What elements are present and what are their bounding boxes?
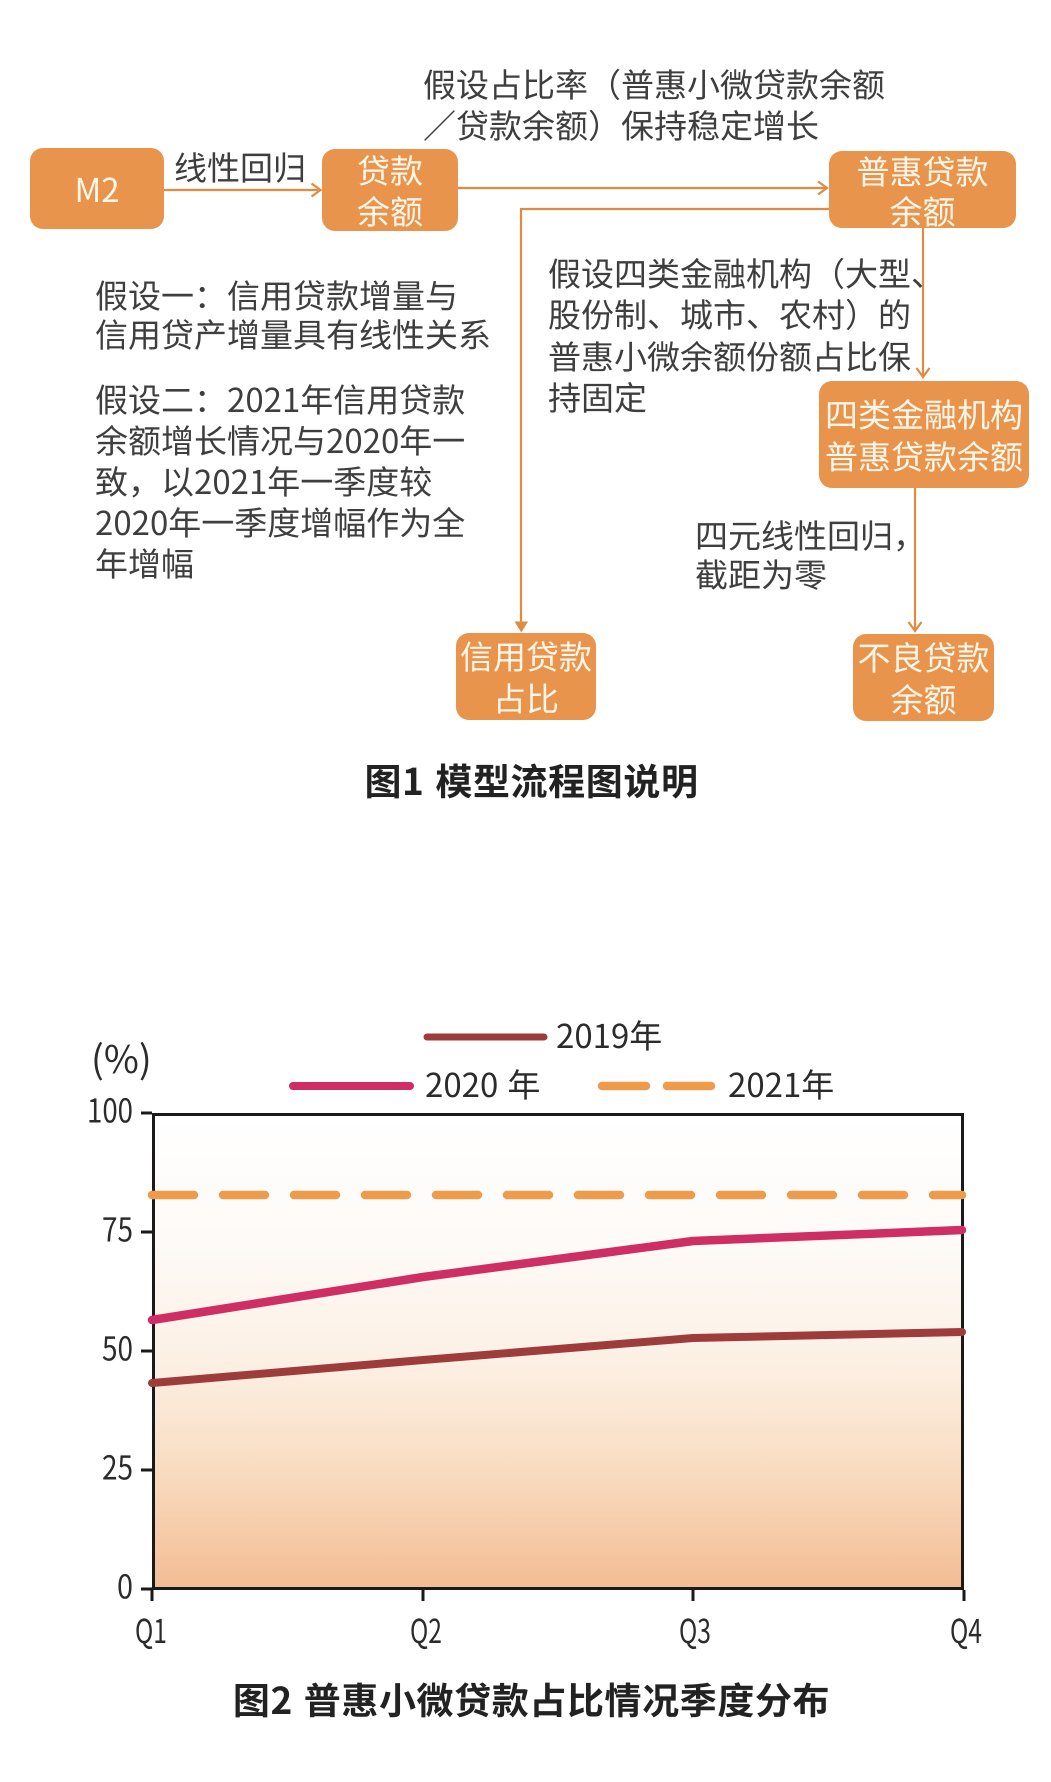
svg-text:0: 0 xyxy=(117,1561,133,1609)
svg-text:(%): (%) xyxy=(91,1029,152,1084)
svg-text:Q3: Q3 xyxy=(679,1605,711,1653)
svg-text:Q1: Q1 xyxy=(135,1605,167,1653)
svg-text:50: 50 xyxy=(102,1323,133,1371)
svg-text:100: 100 xyxy=(87,1085,133,1133)
svg-text:Q2: Q2 xyxy=(410,1605,442,1653)
svg-text:2020 年: 2020 年 xyxy=(425,1059,540,1107)
svg-text:75: 75 xyxy=(102,1204,133,1252)
svg-text:2021年: 2021年 xyxy=(728,1059,834,1107)
svg-text:25: 25 xyxy=(102,1442,133,1490)
svg-text:2019年: 2019年 xyxy=(556,1010,662,1058)
svg-text:Q4: Q4 xyxy=(950,1605,982,1653)
